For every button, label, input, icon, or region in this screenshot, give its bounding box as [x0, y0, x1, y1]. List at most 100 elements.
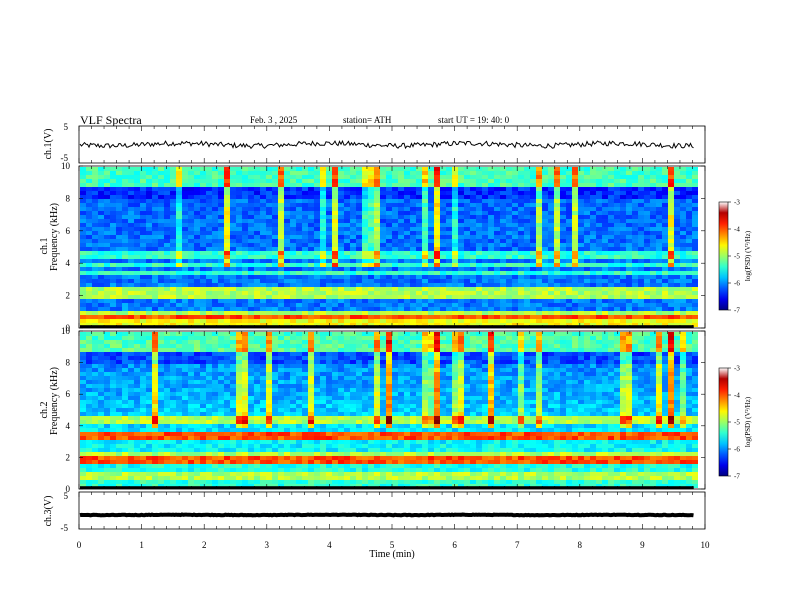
- spectrogram-cell: [374, 211, 380, 215]
- spectrogram-cell: [116, 263, 122, 267]
- spectrogram-cell: [158, 348, 164, 352]
- spectrogram-cell: [314, 231, 320, 235]
- spectrogram-cell: [146, 255, 152, 259]
- spectrogram-cell: [536, 211, 542, 215]
- spectrogram-cell: [86, 323, 92, 327]
- spectrogram-cell: [512, 295, 518, 299]
- spectrogram-cell: [524, 235, 530, 239]
- spectrogram-cell: [590, 251, 596, 255]
- spectrogram-cell: [230, 183, 236, 187]
- spectrogram-cell: [440, 255, 446, 259]
- spectrogram-cell: [158, 203, 164, 207]
- spectrogram-cell: [122, 323, 128, 327]
- spectrogram-cell: [176, 295, 182, 299]
- spectrogram-cell: [92, 247, 98, 251]
- spectrogram-cell: [542, 352, 548, 356]
- spectrogram-cell: [476, 231, 482, 235]
- spectrogram-cell: [458, 247, 464, 251]
- spectrogram-cell: [278, 340, 284, 344]
- spectrogram-cell: [224, 267, 230, 271]
- spectrogram-cell: [92, 211, 98, 215]
- spectrogram-cell: [428, 187, 434, 191]
- spectrogram-cell: [242, 263, 248, 267]
- spectrogram-cell: [680, 340, 686, 344]
- spectrogram-cell: [362, 247, 368, 251]
- spectrogram-cell: [494, 315, 500, 319]
- spectrogram-cell: [482, 223, 488, 227]
- spectrogram-cell: [224, 219, 230, 223]
- spectrogram-cell: [416, 231, 422, 235]
- spectrogram-cell: [344, 247, 350, 251]
- spectrogram-cell: [446, 203, 452, 207]
- spectrogram-cell: [686, 332, 692, 336]
- spectrogram-cell: [242, 315, 248, 319]
- spectrogram-cell: [134, 287, 140, 291]
- spectrogram-cell: [278, 279, 284, 283]
- spectrogram-cell: [266, 235, 272, 239]
- spectrogram-cell: [332, 332, 338, 336]
- spectrogram-cell: [98, 315, 104, 319]
- spectrogram-cell: [554, 255, 560, 259]
- spectrogram-cell: [344, 255, 350, 259]
- spectrogram-cell: [398, 344, 404, 348]
- spectrogram-cell: [590, 332, 596, 336]
- spectrogram-cell: [176, 315, 182, 319]
- spectrogram-cell: [518, 251, 524, 255]
- spectrogram-cell: [122, 235, 128, 239]
- spectrogram-cell: [80, 344, 86, 348]
- spectrogram-cell: [236, 352, 242, 356]
- spectrogram-cell: [218, 303, 224, 307]
- spectrogram-cell: [200, 267, 206, 271]
- spectrogram-cell: [128, 263, 134, 267]
- spectrogram-cell: [152, 307, 158, 311]
- spectrogram-cell: [116, 235, 122, 239]
- spectrogram-cell: [602, 307, 608, 311]
- spectrogram-cell: [674, 223, 680, 227]
- spectrogram-cell: [254, 311, 260, 315]
- spectrogram-cell: [554, 271, 560, 275]
- spectrogram-cell: [146, 203, 152, 207]
- spectrogram-cell: [362, 207, 368, 211]
- spectrogram-cell: [608, 332, 614, 336]
- spectrogram-cell: [560, 303, 566, 307]
- spectrogram-cell: [488, 344, 494, 348]
- ch1-waveform-panel: 5 -5 ch.1(V): [43, 122, 706, 164]
- spectrogram-cell: [638, 199, 644, 203]
- spectrogram-cell: [680, 348, 686, 352]
- spectrogram-cell: [518, 167, 524, 171]
- spectrogram-cell: [230, 315, 236, 319]
- spectrogram-cell: [338, 239, 344, 243]
- spectrogram-cell: [530, 191, 536, 195]
- spectrogram-cell: [104, 171, 110, 175]
- spectrogram-cell: [506, 191, 512, 195]
- spectrogram-cell: [80, 323, 86, 327]
- spectrogram-cell: [242, 195, 248, 199]
- spectrogram-cell: [98, 203, 104, 207]
- spectrogram-cell: [248, 271, 254, 275]
- spectrogram-cell: [128, 187, 134, 191]
- spectrogram-cell: [128, 311, 134, 315]
- spectrogram-cell: [320, 271, 326, 275]
- spectrogram-cell: [122, 171, 128, 175]
- spectrogram-cell: [338, 211, 344, 215]
- spectrogram-cell: [278, 275, 284, 279]
- spectrogram-cell: [242, 183, 248, 187]
- spectrogram-cell: [278, 175, 284, 179]
- spectrogram-cell: [368, 195, 374, 199]
- spectrogram-cell: [86, 315, 92, 319]
- spectrogram-cell: [170, 175, 176, 179]
- spectrogram-cell: [320, 319, 326, 323]
- spectrogram-cell: [128, 211, 134, 215]
- spectrogram-cell: [434, 352, 440, 356]
- spectrogram-cell: [254, 275, 260, 279]
- spectrogram-cell: [338, 315, 344, 319]
- spectrogram-cell: [248, 344, 254, 348]
- spectrogram-cell: [284, 323, 290, 327]
- spectrogram-cell: [560, 235, 566, 239]
- spectrogram-cell: [662, 187, 668, 191]
- spectrogram-cell: [356, 223, 362, 227]
- spectrogram-cell: [206, 323, 212, 327]
- spectrogram-cell: [266, 171, 272, 175]
- spectrogram-cell: [458, 299, 464, 303]
- spectrogram-cell: [488, 215, 494, 219]
